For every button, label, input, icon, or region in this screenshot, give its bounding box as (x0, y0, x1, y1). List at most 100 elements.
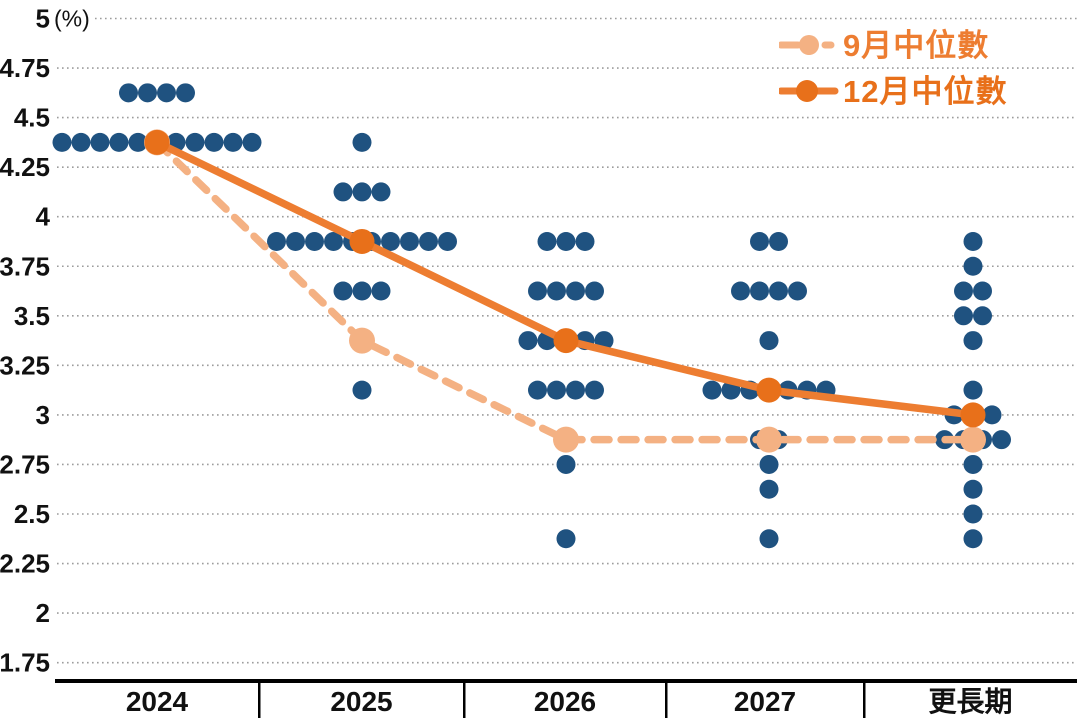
projection-dot (963, 504, 983, 524)
y-tick-label: 3.5 (14, 301, 50, 331)
projection-dot (381, 231, 400, 251)
projection-dot (963, 380, 983, 400)
projection-dot (702, 380, 722, 400)
legend-item-september: 9月中位數 (779, 22, 1007, 68)
legend-label-september: 9月中位數 (843, 27, 990, 63)
x-axis-separator (258, 683, 261, 718)
y-tick-label: 2.5 (14, 499, 50, 529)
projection-dot (954, 306, 973, 326)
x-axis-label: 2025 (330, 686, 392, 717)
projection-dot (585, 380, 604, 400)
projection-dot (759, 454, 779, 474)
y-tick-label: 2 (36, 598, 50, 628)
projection-dot (982, 405, 1002, 425)
projection-dot (157, 83, 176, 103)
projection-dot (963, 331, 983, 351)
projection-dot (352, 281, 372, 301)
december-median-marker (349, 228, 375, 254)
projection-dot (973, 281, 992, 301)
projection-dot (286, 231, 305, 251)
projection-dot (992, 430, 1011, 450)
projection-dot (185, 132, 205, 152)
projection-dot (547, 281, 566, 301)
projection-dot (176, 83, 195, 103)
december-median-marker (144, 129, 170, 155)
projection-dot (759, 479, 779, 499)
december-median-line (153, 138, 977, 419)
projection-dot (954, 281, 973, 301)
y-tick-label: 2.25 (0, 549, 50, 579)
september-median-marker (756, 426, 782, 453)
projection-dot (537, 231, 557, 251)
projection-dot (769, 281, 788, 301)
projection-dot (204, 132, 224, 152)
projection-dot (419, 231, 438, 251)
september-line-swatch-icon (779, 35, 835, 55)
x-axis-separator (463, 683, 466, 718)
september-median-marker (349, 327, 375, 354)
september-median-marker (960, 426, 986, 453)
projection-dot (52, 132, 72, 152)
projection-dot (769, 231, 788, 251)
y-tick-label: 3.25 (0, 350, 50, 380)
y-axis-unit-label: (%) (54, 6, 90, 32)
projection-dot (71, 132, 91, 152)
projection-dot (242, 132, 262, 152)
projection-dot (759, 529, 779, 549)
projection-dot (324, 231, 343, 251)
projection-dot (731, 281, 750, 301)
december-median-marker (756, 377, 782, 403)
projection-dot (547, 380, 566, 400)
x-axis-label: 2026 (534, 686, 596, 717)
projection-dot (109, 132, 129, 152)
projection-dot (963, 479, 983, 499)
y-tick-label: 2.75 (0, 449, 50, 479)
projection-dot (223, 132, 243, 152)
projection-dot (575, 231, 595, 251)
projection-dot (566, 380, 585, 400)
projection-dot (556, 454, 576, 474)
projection-dot (759, 331, 779, 351)
x-axis-line (55, 679, 1077, 683)
projection-dot (973, 306, 992, 326)
projection-dot (138, 83, 157, 103)
y-tick-label: 3.75 (0, 251, 50, 281)
projection-dot (90, 132, 110, 152)
projection-dot (556, 231, 576, 251)
projection-dot (788, 281, 807, 301)
projection-dot (371, 182, 391, 202)
legend-label-december: 12月中位數 (843, 73, 1008, 109)
december-median-marker (553, 328, 579, 354)
y-tick-label: 4.25 (0, 152, 50, 182)
projection-dot (352, 380, 372, 400)
projection-dot (528, 380, 547, 400)
projection-dot (119, 83, 138, 103)
y-tick-label: 5 (36, 4, 50, 34)
december-median-marker (960, 402, 986, 428)
projection-dot (963, 454, 983, 474)
projection-dot (750, 231, 769, 251)
projection-dot (400, 231, 419, 251)
y-tick-label: 3 (36, 400, 50, 430)
y-tick-label: 4.5 (14, 103, 50, 133)
projection-dot (528, 281, 547, 301)
projection-dot (963, 529, 983, 549)
projection-dot (371, 281, 391, 301)
december-line-swatch-icon (779, 80, 839, 102)
projection-dot (352, 132, 372, 152)
projection-dot (963, 231, 983, 251)
projection-dot (438, 231, 457, 251)
x-axis-separator (863, 683, 866, 718)
projection-dot (585, 281, 604, 301)
projection-dot (128, 132, 148, 152)
projection-dot (750, 281, 769, 301)
legend: 9月中位數 12月中位數 (779, 22, 1007, 114)
projection-dot (556, 529, 576, 549)
projection-dot (305, 231, 324, 251)
x-axis-separator (665, 683, 668, 718)
legend-item-december: 12月中位數 (779, 68, 1007, 114)
y-tick-label: 4.75 (0, 53, 50, 83)
y-tick-label: 1.75 (0, 648, 50, 678)
projection-dot (333, 182, 353, 202)
